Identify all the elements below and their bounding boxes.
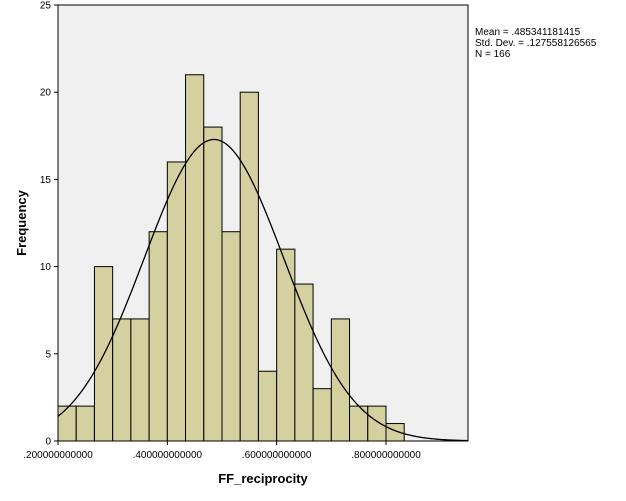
histogram-bar xyxy=(312,388,332,442)
y-axis-title: Frequency xyxy=(14,189,29,256)
histogram-bar xyxy=(185,74,205,442)
x-tick-label: .200000000000 xyxy=(23,450,93,461)
stats-std-dev: Std. Dev. = .127558126565 xyxy=(475,38,597,49)
histogram-bar xyxy=(57,405,77,442)
histogram-bar xyxy=(221,231,241,442)
y-tick-label: 10 xyxy=(40,262,52,273)
histogram-bar xyxy=(75,405,95,442)
histogram-bar xyxy=(239,91,259,442)
histogram-bar xyxy=(112,318,132,442)
x-axis: .200000000000 .400000000000 .600000000000.… xyxy=(23,441,421,461)
histogram-bar xyxy=(385,423,405,442)
histogram-bars xyxy=(57,74,405,442)
x-axis-title: FF_reciprocity xyxy=(218,471,308,486)
histogram-bar xyxy=(257,370,278,442)
x-tick-label: .400000000000 xyxy=(133,450,203,461)
y-tick-label: 5 xyxy=(45,349,51,360)
y-axis: 0 5 10 15 20 25 xyxy=(40,1,58,448)
histogram-bar xyxy=(166,161,187,442)
histogram-bar xyxy=(203,126,223,442)
histogram-bar xyxy=(276,248,296,442)
y-tick-label: 15 xyxy=(40,175,52,186)
histogram-bar xyxy=(130,318,150,442)
y-tick-label: 25 xyxy=(40,1,52,12)
y-tick-label: 20 xyxy=(40,88,52,99)
histogram-bar xyxy=(330,318,351,442)
histogram-bar xyxy=(294,283,314,442)
stats-box: Mean = .485341181415 Std. Dev. = .127558… xyxy=(475,27,597,60)
stats-n: N = 166 xyxy=(475,49,511,60)
stats-mean: Mean = .485341181415 xyxy=(475,27,581,38)
normal-curve xyxy=(57,138,469,442)
y-tick-label: 0 xyxy=(45,437,51,448)
histogram-bar xyxy=(367,405,387,442)
x-tick-label: .800000000000 xyxy=(351,450,421,461)
histogram-bar xyxy=(148,231,168,442)
x-tick-label: .600000000000 xyxy=(242,450,312,461)
